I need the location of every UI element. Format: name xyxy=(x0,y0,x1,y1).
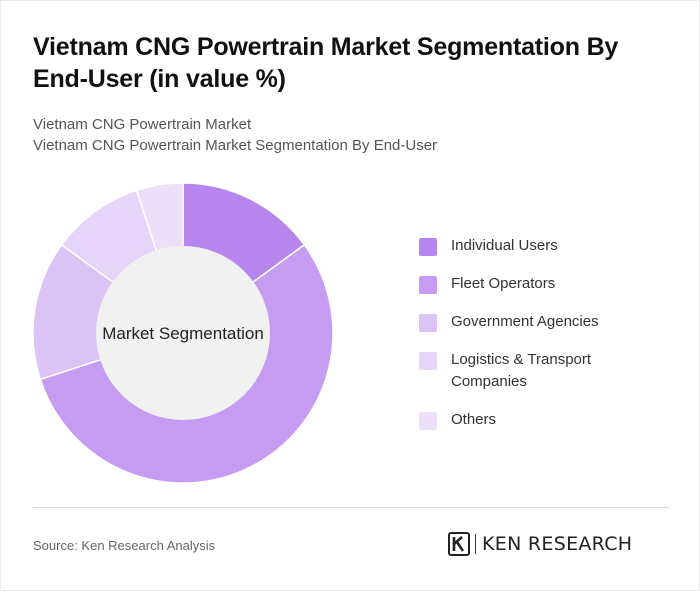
source-note: Source: Ken Research Analysis xyxy=(33,538,216,553)
subtitle-line-segmentation: Vietnam CNG Powertrain Market Segmentati… xyxy=(33,137,438,154)
ken-research-logo-icon xyxy=(448,532,470,556)
legend-swatch xyxy=(419,352,437,370)
legend-item: Fleet Operators xyxy=(419,273,669,295)
legend-label: Logistics & Transport Companies xyxy=(451,351,592,390)
legend-swatch xyxy=(419,314,437,332)
legend-swatch xyxy=(419,238,437,256)
legend-label: Individual Users xyxy=(451,237,558,254)
logo-separator xyxy=(475,534,476,554)
chart-subtitle: Vietnam CNG Powertrain Market Vietnam CN… xyxy=(33,114,437,156)
brand-name: KEN RESEARCH xyxy=(482,533,633,555)
legend-item: Government Agencies xyxy=(419,311,669,333)
legend-item: Logistics & Transport Companies xyxy=(419,349,669,393)
chart-title: Vietnam CNG Powertrain Market Segmentati… xyxy=(33,33,619,93)
legend-label: Government Agencies xyxy=(451,313,599,330)
legend-label: Others xyxy=(451,411,497,428)
footer-divider xyxy=(33,507,669,508)
legend-swatch xyxy=(419,276,437,294)
subtitle-line-market: Vietnam CNG Powertrain Market xyxy=(33,116,252,133)
legend-label: Fleet Operators xyxy=(451,275,556,292)
brand-logo: KEN RESEARCH xyxy=(448,532,632,556)
donut-center-label: Market Segmentation xyxy=(102,324,264,343)
chart-legend: Individual Users Fleet Operators Governmen… xyxy=(419,235,669,447)
legend-item: Others xyxy=(419,409,669,431)
legend-item: Individual Users xyxy=(419,235,669,257)
donut-hole xyxy=(96,246,270,420)
legend-swatch xyxy=(419,412,437,430)
